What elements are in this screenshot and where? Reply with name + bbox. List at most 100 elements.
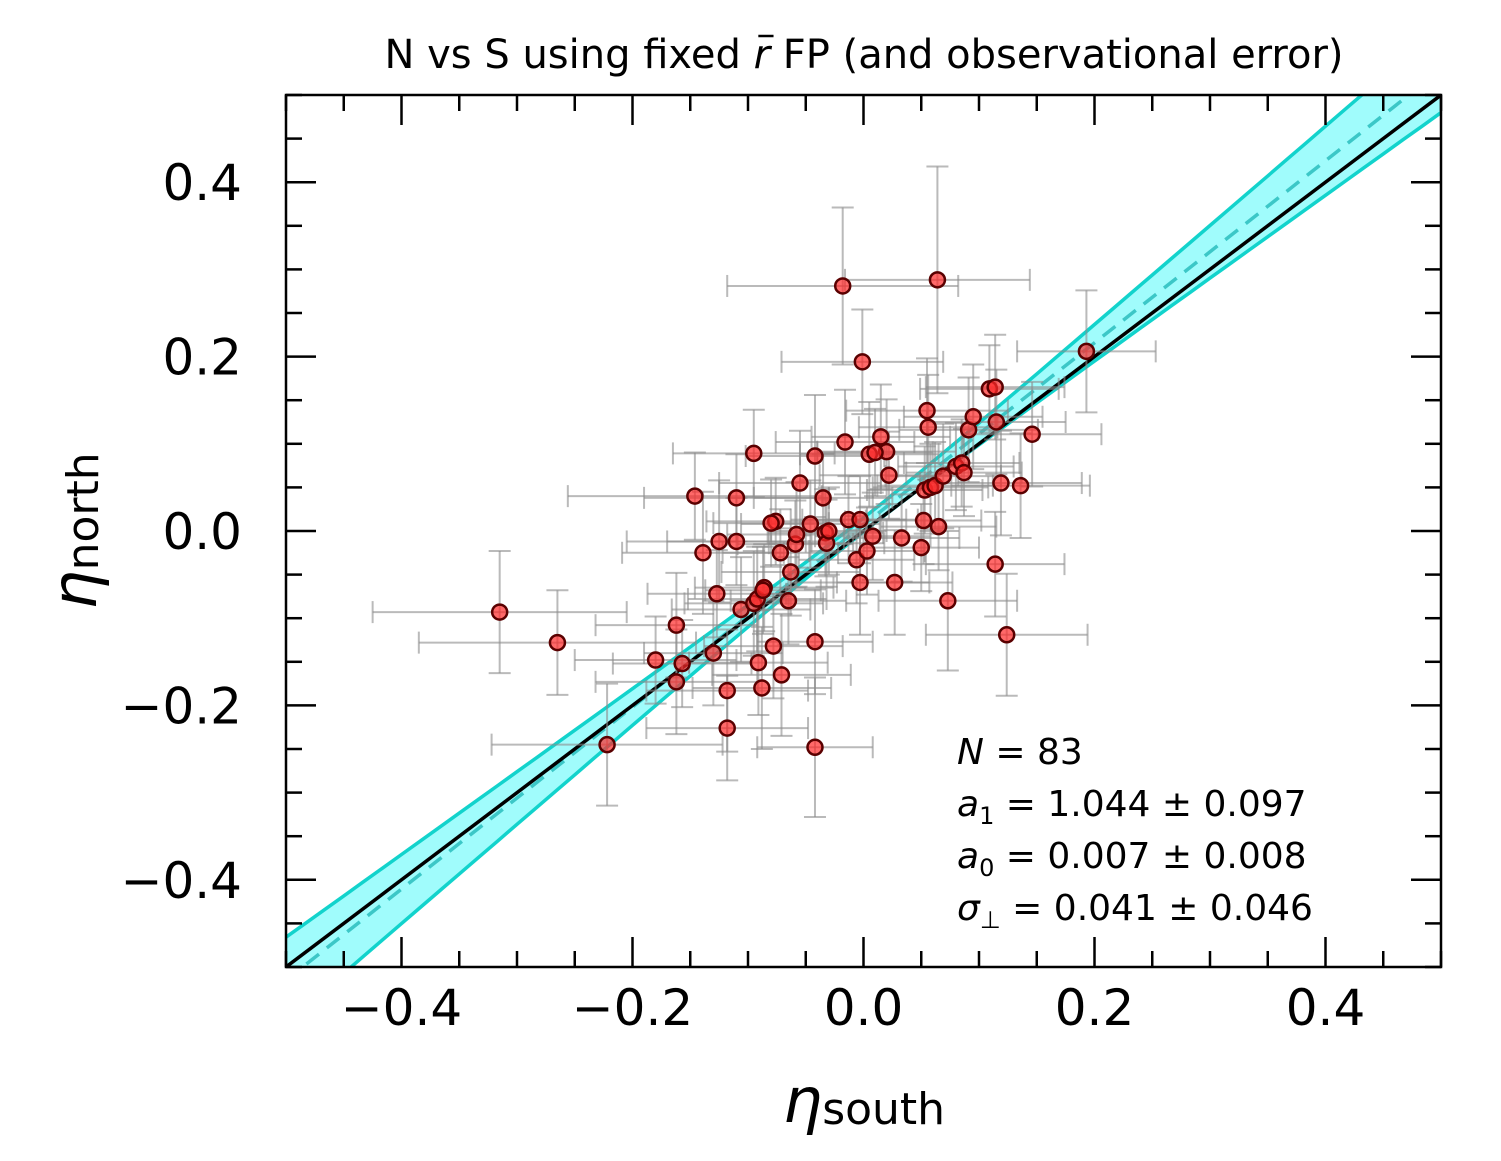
data-point [718, 681, 736, 700]
data-point [667, 616, 686, 634]
x-axis-label-subscript: south [822, 1084, 945, 1135]
data-point [787, 525, 806, 544]
annotation-value: = 83 [984, 732, 1083, 773]
annotation-value: = 1.044 ± 0.097 [994, 784, 1306, 825]
data-point [646, 651, 665, 669]
annotation-symbol: a [957, 784, 979, 825]
data-point [718, 719, 736, 737]
data-point [694, 544, 712, 562]
data-point [820, 522, 838, 540]
chart-title: N vs S using fixed r FP (and observation… [384, 32, 1343, 78]
data-point [858, 542, 876, 560]
data-point [749, 653, 768, 672]
data-point [762, 514, 780, 532]
y-axis-label-symbol: η [38, 570, 111, 609]
title-text-before: N vs S using fixed [384, 32, 753, 78]
data-point [771, 544, 790, 562]
annotation-subscript: ⊥ [980, 906, 1001, 934]
data-point [686, 487, 704, 505]
data-point [673, 654, 691, 673]
title-text-after: FP (and observational error) [770, 32, 1343, 78]
data-point [754, 581, 772, 600]
title-rbar-symbol: r [754, 32, 773, 78]
data-point [806, 447, 824, 465]
data-point [667, 673, 686, 691]
data-point [779, 592, 798, 610]
annotation-symbol: a [957, 836, 979, 877]
x-tick-label: 0.4 [1286, 979, 1366, 1037]
data-point [997, 626, 1016, 644]
data-point [872, 428, 890, 446]
data-point [987, 413, 1006, 431]
y-tick-label: 0.0 [162, 503, 242, 561]
data-point [772, 666, 791, 684]
data-point [1011, 476, 1030, 495]
data-point [853, 353, 872, 371]
annotation-symbol: N [957, 732, 984, 773]
data-point [1023, 425, 1041, 443]
y-tick-label: 0.4 [162, 154, 242, 212]
axis-tick-labels: −0.4 −0.2 0.0 0.2 0.4 −0.4 −0.2 0.0 0.2 0.4 [121, 154, 1366, 1037]
data-point [764, 637, 783, 655]
data-point [791, 474, 809, 492]
data-point [745, 444, 763, 463]
data-point [704, 644, 723, 662]
data-point [727, 489, 746, 507]
data-point [885, 573, 904, 592]
x-tick-label: −0.2 [572, 979, 693, 1037]
data-point [801, 515, 820, 533]
annotation-line: a1 = 1.044 ± 0.097 [957, 784, 1307, 830]
data-point [955, 463, 973, 482]
data-point [814, 489, 832, 507]
data-point [929, 517, 948, 536]
data-point [548, 633, 567, 652]
data-point [919, 418, 937, 436]
annotation-value: = 0.041 ± 0.046 [1001, 888, 1313, 929]
data-point [986, 555, 1004, 573]
x-tick-label: 0.0 [824, 979, 904, 1037]
data-point [833, 277, 852, 295]
data-point [836, 433, 854, 451]
data-point [892, 529, 911, 547]
y-tick-label: −0.2 [121, 677, 242, 735]
annotation-line: a0 = 0.007 ± 0.008 [957, 836, 1307, 882]
band-lower-edge [348, 111, 1441, 967]
data-point [708, 585, 726, 603]
data-point [986, 378, 1004, 396]
errorbars [371, 165, 1157, 819]
axis-ticks [284, 93, 1443, 969]
data-point [727, 532, 746, 551]
data-point [806, 738, 824, 757]
data-point [928, 271, 947, 289]
annotation-value: = 0.007 ± 0.008 [994, 836, 1306, 877]
data-point [851, 573, 869, 592]
data-point [781, 563, 800, 581]
data-point [866, 443, 884, 462]
data-point [964, 408, 982, 426]
y-axis-label-subscript: north [58, 452, 109, 570]
annotation-symbol: σ [957, 888, 981, 929]
x-axis-label: ηsouth [783, 1064, 945, 1137]
data-point [939, 592, 957, 610]
annotation-subscript: 0 [979, 854, 994, 882]
data-point [490, 603, 509, 621]
data-points [490, 271, 1096, 757]
annotation-line: σ⊥ = 0.041 ± 0.046 [957, 888, 1313, 934]
data-point [851, 510, 869, 529]
data-point [914, 511, 933, 530]
data-point [710, 532, 728, 551]
data-point [912, 538, 930, 557]
data-point [863, 527, 882, 545]
data-point [918, 401, 936, 420]
x-tick-label: 0.2 [1055, 979, 1135, 1037]
x-axis-label-symbol: η [783, 1064, 822, 1137]
data-point [598, 735, 616, 754]
data-point [880, 466, 898, 484]
data-point [934, 467, 952, 485]
data-point [753, 679, 771, 697]
x-tick-label: −0.4 [341, 979, 462, 1037]
y-tick-label: −0.4 [121, 852, 242, 910]
annotation-subscript: 1 [979, 802, 994, 830]
